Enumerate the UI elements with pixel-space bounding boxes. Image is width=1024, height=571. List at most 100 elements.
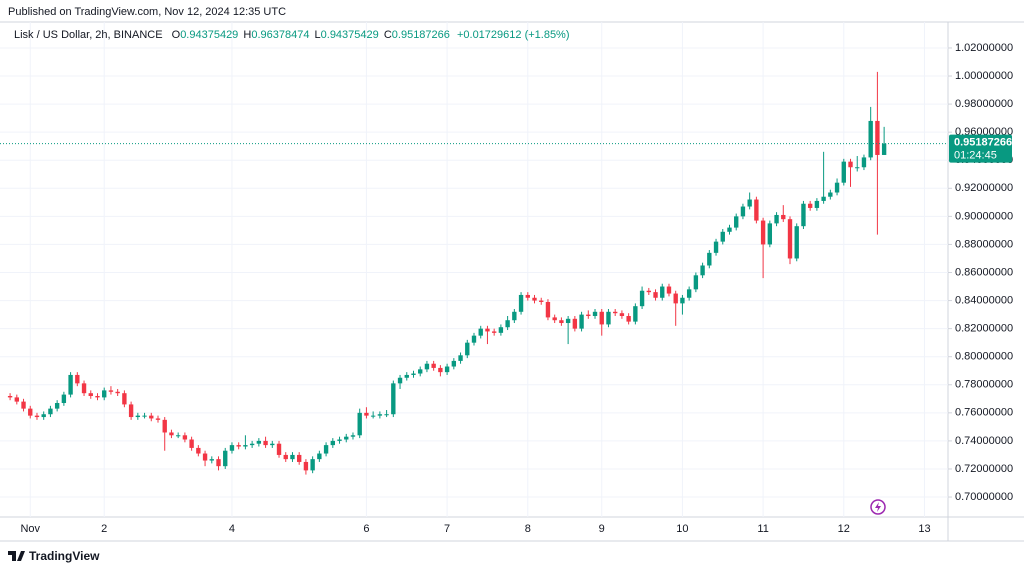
candle-body [404,374,409,378]
candle-body [68,374,73,395]
y-tick-label: 0.78000000 [955,379,1013,391]
candle-body [559,320,564,324]
candle-body [263,440,268,446]
ohlc-label: O [172,29,181,41]
candle-body [223,450,228,467]
candle-body [875,120,880,155]
candle-body [21,401,26,409]
candle-body [613,311,618,314]
candle-body [236,445,241,447]
candle-body [707,252,712,266]
ohlc-label: H [243,29,251,41]
candle-body [754,199,759,221]
candle-body [572,318,578,329]
candle-body [364,412,369,416]
candle-body [249,443,255,446]
event-icon[interactable] [870,499,886,515]
candle-body [532,297,537,301]
candle-body [606,311,611,325]
candle-body [828,192,833,197]
legend: Lisk / US Dollar, 2h, BINANCE O 0.9437542… [14,29,570,41]
candle-body [28,408,33,416]
candle-body [102,390,107,398]
candle-body [565,318,571,324]
x-tick-label: Nov [20,523,40,535]
last-price-label: 0.95187266 [954,136,1012,148]
candle-body [552,317,557,321]
candle-body [720,231,725,242]
y-tick-label: 0.74000000 [955,435,1013,447]
candle-body [787,219,793,259]
candle-body [653,292,658,298]
ohlc-label: L [315,29,321,41]
candle-body [202,453,208,461]
candle-body [216,459,221,467]
candle-body [680,297,685,304]
y-tick-label: 0.84000000 [955,294,1013,306]
candle-body [505,320,510,328]
candle-body [727,227,732,232]
candle-body [128,404,134,418]
symbol: Lisk / US Dollar, 2h, BINANCE [14,29,163,41]
candle-body [781,214,786,220]
candle-body [108,390,114,392]
candle-body [256,440,262,444]
candle-body [458,355,463,361]
y-tick-label: 0.90000000 [955,210,1013,222]
candle-body [330,440,335,446]
candle-body [175,435,181,437]
candle-body [344,436,349,440]
candle-body [270,443,275,446]
x-tick-label: 13 [918,523,930,535]
candle-body [337,439,342,441]
ohlc-value: 0.94375429 [321,29,379,41]
candle-body [855,167,860,169]
candle-body [767,223,773,245]
candle-body [391,383,396,415]
candle-body [149,415,154,419]
y-tick-label: 0.70000000 [955,491,1013,503]
ohlc-value: 0.95187266 [392,29,450,41]
y-tick-label: 1.00000000 [955,70,1013,82]
candle-body [122,393,127,405]
candle-body [801,203,806,227]
candle-body [693,275,699,290]
ohlc-label: C [384,29,392,41]
last-price-box [949,134,1012,163]
candle-body [700,265,705,276]
candle-body [599,311,604,325]
candle-body [290,454,295,460]
x-tick-label: 2 [101,523,107,535]
candle-body [95,395,100,398]
candle-body [196,447,201,454]
candle-body [297,454,302,462]
candle-body [182,435,188,440]
candle-body [310,459,315,471]
candle-body [821,196,826,201]
x-tick-label: 4 [229,523,235,535]
candle-body [740,206,746,217]
candle-body [41,414,46,418]
candle-body [794,226,799,259]
candle-body [283,454,288,460]
ohlc-value: 0.96378474 [251,29,309,41]
candle-body [229,445,235,451]
candle-body [713,241,719,253]
candle-body [512,311,517,321]
candle-body [7,395,13,398]
candle-body [834,182,840,193]
candle-body [411,373,416,375]
y-tick-label: 0.88000000 [955,238,1013,250]
candle-body [323,445,329,454]
candle-body [666,286,672,294]
candle-body [734,216,739,228]
candle-body [54,403,60,409]
candle-body [189,439,194,448]
candle-body [431,363,436,368]
candle-body [276,443,282,455]
candle-body [545,301,551,318]
published-note: Published on TradingView.com, Nov 12, 20… [8,6,286,18]
x-tick-label: 11 [757,523,768,535]
brand-logo: TradingView [8,549,100,563]
y-tick-label: 0.72000000 [955,463,1013,475]
